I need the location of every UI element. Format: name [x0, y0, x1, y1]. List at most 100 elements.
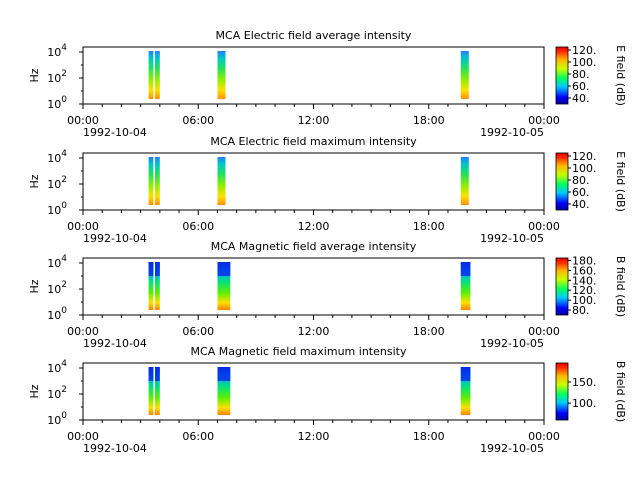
- colorbar-tick-label: 100.: [572, 162, 597, 175]
- spectrogram-block: [148, 367, 154, 415]
- spectrogram-block-top: [460, 367, 471, 381]
- colorbar-tick-label: 60.: [572, 186, 590, 199]
- y-tick-label: 100: [47, 306, 67, 322]
- spectrogram-block: [460, 262, 471, 310]
- x-tick-label: 18:00: [413, 325, 445, 338]
- x-date-label-start: 1992-10-04: [83, 442, 147, 455]
- x-tick-label: 00:00: [528, 430, 560, 443]
- x-tick-label: 00:00: [67, 114, 99, 127]
- spectrogram-block: [148, 262, 154, 310]
- y-tick-label: 102: [47, 280, 67, 296]
- y-tick-label: 102: [47, 175, 67, 191]
- x-date-label-end: 1992-10-05: [480, 442, 544, 455]
- x-tick-label: 06:00: [182, 220, 214, 233]
- colorbar-tick-label: 40.: [572, 198, 590, 211]
- x-date-label-end: 1992-10-05: [480, 232, 544, 245]
- colorbar-tick-label: 80.: [572, 304, 590, 317]
- spectrogram-panel: MCA Electric field average intensity 100 1…: [28, 29, 627, 139]
- y-tick-label: 104: [47, 149, 67, 165]
- panel-title: MCA Electric field maximum intensity: [210, 135, 417, 148]
- y-tick-label: 100: [47, 411, 67, 427]
- spectrogram-block-top: [460, 262, 471, 276]
- x-tick-label: 00:00: [528, 220, 560, 233]
- colorbar-tick-label: 100.: [572, 294, 597, 307]
- panel-title: MCA Electric field average intensity: [216, 29, 412, 42]
- spectrogram-block-top: [217, 262, 231, 276]
- colorbar-tick-label: 140.: [572, 274, 597, 287]
- colorbar-tick-label: 80.: [572, 174, 590, 187]
- colorbar-tick-label: 60.: [572, 80, 590, 93]
- x-tick-label: 12:00: [298, 325, 330, 338]
- x-tick-label: 12:00: [298, 430, 330, 443]
- spectrogram-block: [155, 51, 160, 99]
- x-tick-label: 12:00: [298, 114, 330, 127]
- y-tick-label: 104: [47, 43, 67, 59]
- colorbar-tick-label: 120.: [572, 284, 597, 297]
- colorbar-tick-label: 80.: [572, 68, 590, 81]
- panel-title: MCA Magnetic field maximum intensity: [191, 345, 407, 358]
- spectrogram-block-top: [148, 367, 154, 381]
- x-tick-label: 00:00: [528, 325, 560, 338]
- spectrogram-block: [460, 367, 471, 415]
- x-date-label-start: 1992-10-04: [83, 232, 147, 245]
- x-date-label-start: 1992-10-04: [83, 126, 147, 139]
- colorbar: [556, 258, 568, 315]
- spectrogram-block: [148, 51, 154, 99]
- y-tick-label: 104: [47, 254, 67, 270]
- colorbar-tick-label: 120.: [572, 44, 597, 57]
- colorbar-label: E field (dB): [614, 151, 627, 212]
- colorbar: [556, 153, 568, 210]
- spectrogram-block-top: [155, 367, 160, 381]
- y-tick-label: 102: [47, 385, 67, 401]
- spectrogram-panel: MCA Magnetic field maximum intensity 100 1…: [28, 345, 627, 455]
- x-tick-label: 18:00: [413, 220, 445, 233]
- x-tick-label: 00:00: [67, 325, 99, 338]
- x-tick-label: 00:00: [67, 430, 99, 443]
- colorbar: [556, 47, 568, 104]
- y-axis-label: Hz: [28, 68, 41, 82]
- colorbar-tick-label: 180.: [572, 254, 597, 267]
- x-tick-label: 12:00: [298, 220, 330, 233]
- spectrogram-block-top: [148, 262, 154, 276]
- spectrogram-panel: MCA Electric field maximum intensity 100 1…: [28, 135, 627, 245]
- colorbar-frame: [555, 257, 569, 316]
- spectrogram-block: [217, 51, 226, 99]
- x-tick-label: 18:00: [413, 430, 445, 443]
- spectrogram-block: [155, 157, 160, 205]
- spectrogram-block-top: [155, 262, 160, 276]
- spectrogram-block: [155, 367, 160, 415]
- y-axis-label: Hz: [28, 279, 41, 293]
- spectrogram-block: [460, 51, 469, 99]
- colorbar-label: B field (dB): [614, 256, 627, 317]
- colorbar-tick-label: 150.: [572, 376, 597, 389]
- colorbar-tick-label: 100.: [572, 397, 597, 410]
- colorbar: [556, 363, 568, 420]
- y-tick-label: 102: [47, 69, 67, 85]
- panel-title: MCA Magnetic field average intensity: [211, 240, 417, 253]
- spectrogram-block: [148, 157, 154, 205]
- colorbar-label: E field (dB): [614, 45, 627, 106]
- colorbar-tick-label: 100.: [572, 56, 597, 69]
- x-date-label-start: 1992-10-04: [83, 337, 147, 350]
- x-date-label-end: 1992-10-05: [480, 126, 544, 139]
- y-axis-label: Hz: [28, 174, 41, 188]
- x-tick-label: 00:00: [528, 114, 560, 127]
- y-tick-label: 104: [47, 359, 67, 375]
- colorbar-label: B field (dB): [614, 361, 627, 422]
- colorbar-frame: [555, 362, 569, 421]
- x-tick-label: 06:00: [182, 114, 214, 127]
- x-tick-label: 06:00: [182, 325, 214, 338]
- y-axis-label: Hz: [28, 384, 41, 398]
- x-tick-label: 18:00: [413, 114, 445, 127]
- spectrogram-block-top: [217, 367, 231, 381]
- colorbar-tick-label: 40.: [572, 92, 590, 105]
- spectrogram-block: [460, 157, 469, 205]
- spectrogram-block: [217, 157, 226, 205]
- colorbar-tick-label: 120.: [572, 150, 597, 163]
- spectrogram-block: [155, 262, 160, 310]
- x-tick-label: 06:00: [182, 430, 214, 443]
- colorbar-tick-label: 160.: [572, 264, 597, 277]
- x-tick-label: 00:00: [67, 220, 99, 233]
- spectrogram-panel: MCA Magnetic field average intensity 100 1…: [28, 240, 627, 350]
